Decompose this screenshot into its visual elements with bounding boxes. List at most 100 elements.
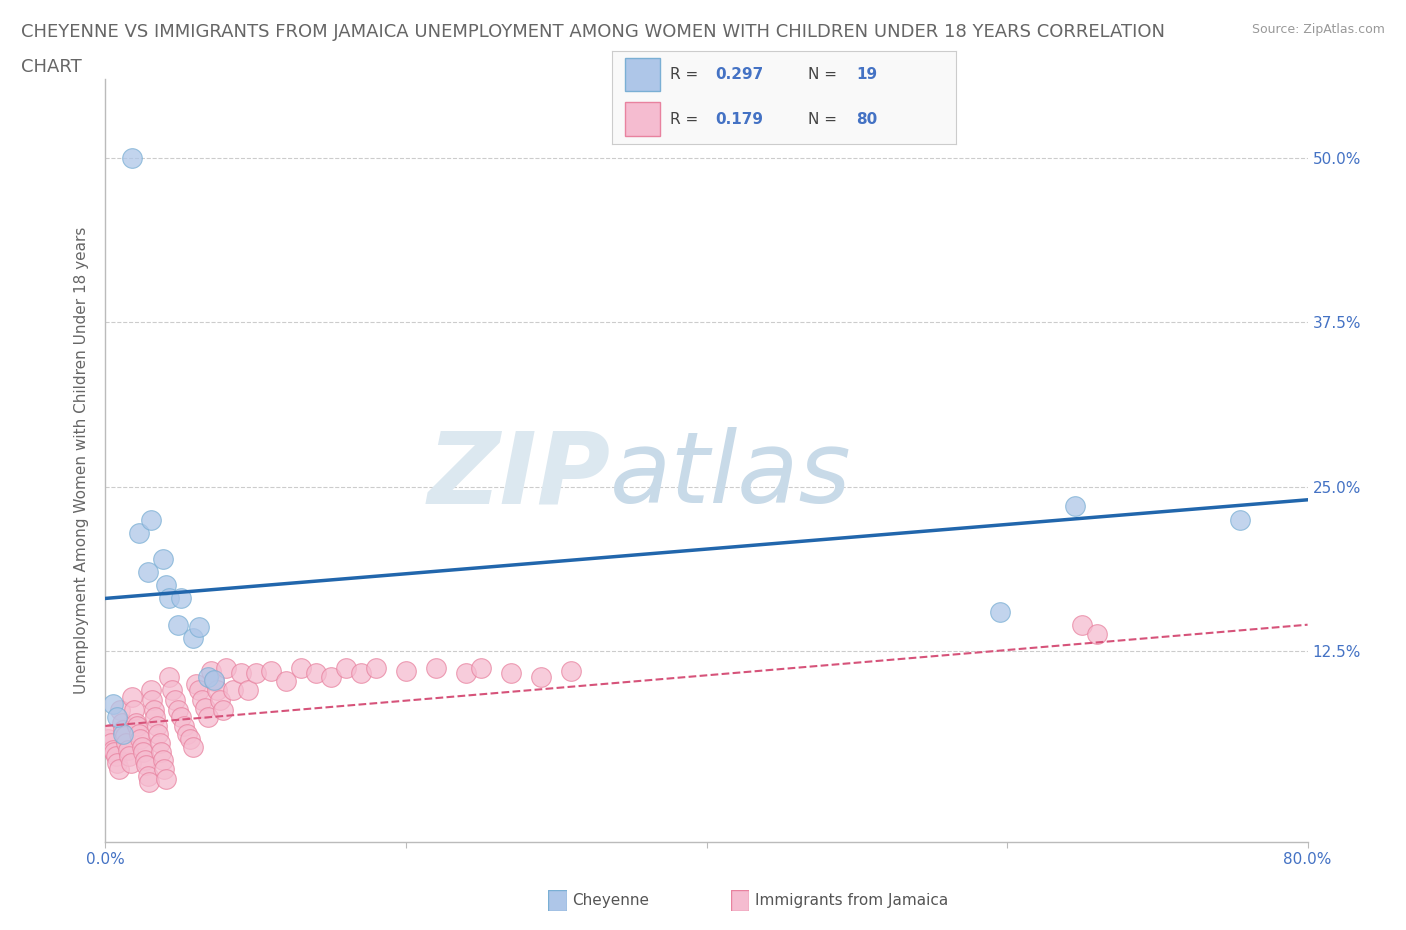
Point — [136, 565, 159, 579]
Point — [152, 752, 174, 767]
Point — [155, 578, 177, 592]
Point — [169, 591, 191, 605]
Point — [112, 723, 135, 737]
Point — [425, 660, 447, 675]
Point — [121, 151, 143, 166]
Point — [208, 692, 231, 707]
Point — [163, 692, 186, 707]
Point — [148, 736, 170, 751]
Point — [197, 670, 219, 684]
Bar — [626, 58, 659, 91]
Point — [335, 660, 357, 675]
Point — [179, 732, 201, 747]
Point — [107, 710, 129, 724]
Point — [229, 666, 252, 681]
Point — [205, 683, 228, 698]
Point — [155, 771, 177, 786]
Point — [152, 551, 174, 566]
Y-axis label: Unemployment Among Women with Children Under 18 years: Unemployment Among Women with Children U… — [75, 227, 90, 694]
Point — [117, 742, 139, 757]
Point — [114, 729, 136, 744]
Point — [122, 703, 145, 718]
Point — [110, 703, 132, 718]
Text: Immigrants from Jamaica: Immigrants from Jamaica — [755, 893, 948, 909]
Point — [135, 758, 157, 773]
Point — [131, 739, 153, 754]
Point — [530, 670, 553, 684]
Point — [176, 726, 198, 741]
Text: 0.297: 0.297 — [716, 67, 763, 82]
Point — [169, 710, 191, 724]
Point — [141, 692, 163, 707]
Point — [103, 745, 125, 760]
Point — [501, 666, 523, 681]
Point — [125, 719, 148, 734]
Point — [560, 663, 582, 678]
Point — [97, 732, 120, 747]
Point — [107, 755, 129, 770]
Text: 19: 19 — [856, 67, 877, 82]
Text: 80: 80 — [856, 112, 877, 126]
Text: ZIP: ZIP — [427, 427, 610, 525]
Point — [350, 666, 373, 681]
Point — [194, 700, 217, 715]
Point — [200, 663, 222, 678]
Point — [470, 660, 492, 675]
Point — [202, 674, 225, 689]
Point — [124, 716, 146, 731]
Point — [118, 749, 141, 764]
Text: R =: R = — [671, 112, 703, 126]
Text: atlas: atlas — [610, 427, 852, 525]
Point — [132, 745, 155, 760]
Point — [142, 703, 165, 718]
Point — [166, 618, 188, 632]
Point — [988, 604, 1011, 619]
Point — [364, 660, 387, 675]
Point — [187, 620, 209, 635]
Point — [112, 726, 135, 741]
Point — [274, 674, 297, 689]
Point — [145, 719, 167, 734]
Point — [305, 666, 328, 681]
Point — [166, 703, 188, 718]
Point — [245, 666, 267, 681]
Point — [104, 749, 127, 764]
Point — [1063, 498, 1085, 513]
Point — [260, 663, 283, 678]
Point — [181, 739, 204, 754]
Point — [153, 762, 176, 777]
Text: CHART: CHART — [21, 58, 82, 75]
Point — [319, 670, 342, 684]
Point — [139, 683, 162, 698]
Point — [290, 660, 312, 675]
Point — [146, 726, 169, 741]
Text: N =: N = — [808, 112, 842, 126]
Point — [139, 512, 162, 527]
Point — [1229, 512, 1251, 527]
Point — [214, 660, 236, 675]
Text: CHEYENNE VS IMMIGRANTS FROM JAMAICA UNEMPLOYMENT AMONG WOMEN WITH CHILDREN UNDER: CHEYENNE VS IMMIGRANTS FROM JAMAICA UNEM… — [21, 23, 1166, 41]
Point — [222, 683, 245, 698]
Point — [129, 732, 152, 747]
Point — [173, 719, 195, 734]
Bar — [626, 102, 659, 136]
Point — [181, 631, 204, 645]
Point — [128, 525, 150, 540]
Text: Cheyenne: Cheyenne — [572, 893, 650, 909]
Point — [150, 745, 173, 760]
Point — [395, 663, 418, 678]
Point — [197, 710, 219, 724]
Point — [136, 768, 159, 783]
Point — [101, 697, 124, 711]
Point — [157, 670, 180, 684]
Point — [111, 716, 134, 731]
Point — [120, 755, 142, 770]
Text: Source: ZipAtlas.com: Source: ZipAtlas.com — [1251, 23, 1385, 36]
Point — [101, 742, 124, 757]
Point — [115, 736, 138, 751]
Point — [187, 683, 209, 698]
Point — [138, 775, 160, 790]
Text: R =: R = — [671, 67, 703, 82]
Point — [143, 710, 166, 724]
Point — [100, 736, 122, 751]
